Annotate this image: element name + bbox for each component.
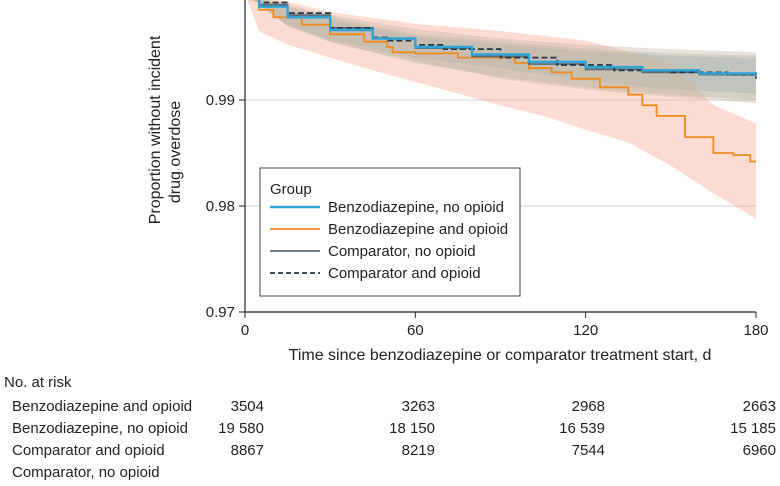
ci-band-comparator-and-opioid (253, 0, 756, 104)
x-tick-label: 120 (573, 322, 598, 339)
legend-label-benzodiazepine-no-opioid: Benzodiazepine, no opioid (328, 199, 504, 216)
survival-chart: 0.97 0.98 0.99 0 60 120 180 Proportion without… (147, 0, 769, 364)
at-risk-row: Benzodiazepine, no opioid 19 580 18 150 16 … (0, 420, 780, 442)
at-risk-row: Benzodiazepine and opioid 3504 3263 2968 266… (0, 398, 780, 420)
at-risk-row: Comparator and opioid 8867 8219 7544 6960 (0, 442, 780, 464)
y-axis-title-line-2: drug overdose (167, 101, 184, 203)
at-risk-value: 18 150 (389, 420, 435, 437)
y-axis-title-line-1: Proportion without incident (147, 35, 164, 224)
legend-label-benzodiazepine-and-opioid: Benzodiazepine and opioid (328, 221, 508, 238)
series-line-comparator-and-opioid (258, 0, 757, 79)
at-risk-value: 8867 (230, 442, 264, 459)
x-tick-label: 180 (743, 322, 768, 339)
ci-band-benzodiazepine-and-opioid (247, 0, 756, 219)
at-risk-value: 3504 (230, 398, 264, 415)
legend-box (259, 167, 521, 297)
tick-labels: 0.97 0.98 0.99 0 60 120 180 (206, 92, 769, 339)
y-tick-label: 0.99 (206, 92, 235, 109)
at-risk-value: 2968 (571, 398, 605, 415)
at-risk-row-label: Benzodiazepine, no opioid (12, 420, 188, 437)
legend-title: Group (270, 181, 312, 198)
legend-label-comparator-no-opioid: Comparator, no opioid (328, 243, 476, 260)
x-axis-title: Time since benzodiazepine or comparator … (289, 347, 712, 364)
at-risk-value: 2663 (742, 398, 776, 415)
at-risk-value: 16 539 (559, 420, 605, 437)
at-risk-row-label: Benzodiazepine and opioid (12, 398, 193, 415)
at-risk-value: 8219 (401, 442, 435, 459)
at-risk-value: 6960 (742, 442, 776, 459)
series-line-benzodiazepine-no-opioid (258, 0, 758, 76)
x-tick-label: 60 (407, 322, 424, 339)
at-risk-value: 19 580 (218, 420, 264, 437)
axes (244, 0, 756, 313)
at-risk-row-label: Comparator, no opioid (12, 464, 160, 481)
ci-band-comparator-no-opioid (253, 0, 756, 100)
series-line-benzodiazepine-and-opioid (249, 0, 756, 163)
at-risk-value: 7544 (571, 442, 605, 459)
y-tick-label: 0.97 (206, 304, 235, 321)
at-risk-value: 15 185 (730, 420, 776, 437)
legend-label-comparator-and-opioid: Comparator and opioid (328, 265, 481, 282)
at-risk-title: No. at risk (4, 374, 72, 391)
at-risk-row: Comparator, no opioid (0, 464, 780, 486)
at-risk-value: 3263 (401, 398, 435, 415)
x-tick-label: 0 (241, 322, 249, 339)
legend: Group Benzodiazepine, no opioid Benzodiaz… (259, 167, 521, 297)
y-tick-label: 0.98 (206, 198, 235, 215)
at-risk-row-label: Comparator and opioid (12, 442, 165, 459)
series-lines (249, 0, 758, 163)
